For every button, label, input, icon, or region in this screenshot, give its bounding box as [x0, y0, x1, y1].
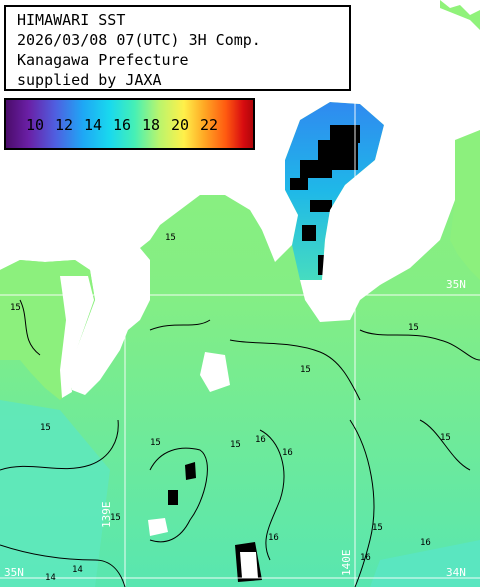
legend-tick: 18	[142, 116, 161, 134]
isotherm-label: 15	[10, 303, 21, 313]
isotherm-lines	[0, 299, 480, 587]
isotherm-label: 14	[45, 573, 56, 583]
island-small-2	[185, 462, 196, 480]
isotherm-label: 15	[165, 233, 176, 243]
legend-tick: 12	[55, 116, 74, 134]
attribution: supplied by JAXA	[17, 71, 162, 89]
legend-ticks: 10 12 14 16 18 20 22	[26, 116, 229, 134]
cool-sea-patch	[370, 540, 480, 587]
lat-label-34n: 34N	[446, 566, 466, 579]
island-enoshima	[200, 352, 230, 392]
isotherm-label: 16	[268, 533, 279, 543]
isotherm-labels: 14 15 15 15 15 15 15 15 15 15 16 16 16 1…	[10, 233, 451, 583]
info-box: HIMAWARI SST 2026/03/08 07(UTC) 3H Comp.…	[4, 5, 351, 91]
product-title: HIMAWARI SST	[17, 11, 126, 29]
isotherm-label: 15	[110, 513, 121, 523]
legend-tick: 14	[84, 116, 103, 134]
timestamp: 2026/03/08 07(UTC) 3H Comp.	[17, 31, 261, 49]
land-izu-white	[60, 276, 94, 398]
isotherm-label: 15	[40, 423, 51, 433]
isotherm-label: 15	[230, 440, 241, 450]
color-legend: 10 12 14 16 18 20 22	[4, 98, 255, 150]
isotherm-label: 15	[372, 523, 383, 533]
isotherm-label: 15	[150, 438, 161, 448]
isotherm-label: 15	[300, 365, 311, 375]
isotherm-label: 15	[440, 433, 451, 443]
lon-label-139e: 139E	[100, 501, 113, 529]
isotherm-label: 16	[360, 553, 371, 563]
legend-tick: 16	[113, 116, 132, 134]
legend-tick: 22	[200, 116, 219, 134]
legend-tick: 10	[26, 116, 45, 134]
lat-label-left: 35N	[4, 566, 24, 579]
lon-label-140e: 140E	[340, 549, 353, 577]
island-oshima	[148, 518, 168, 536]
region-name: Kanagawa Prefecture	[17, 51, 189, 69]
island-small-1	[168, 490, 178, 505]
cool-sea-band	[0, 400, 110, 587]
cloud-mask	[290, 125, 360, 275]
legend-tick: 20	[171, 116, 190, 134]
isotherm-label: 16	[282, 448, 293, 458]
isotherm-label: 15	[408, 323, 419, 333]
island-toshima-land	[240, 552, 258, 578]
land-boso	[450, 130, 480, 280]
lat-label-35n: 35N	[446, 278, 466, 291]
island-top-right	[440, 0, 480, 15]
isotherm-label: 16	[255, 435, 266, 445]
isotherm-label: 14	[72, 565, 83, 575]
isotherm-label: 16	[420, 538, 431, 548]
